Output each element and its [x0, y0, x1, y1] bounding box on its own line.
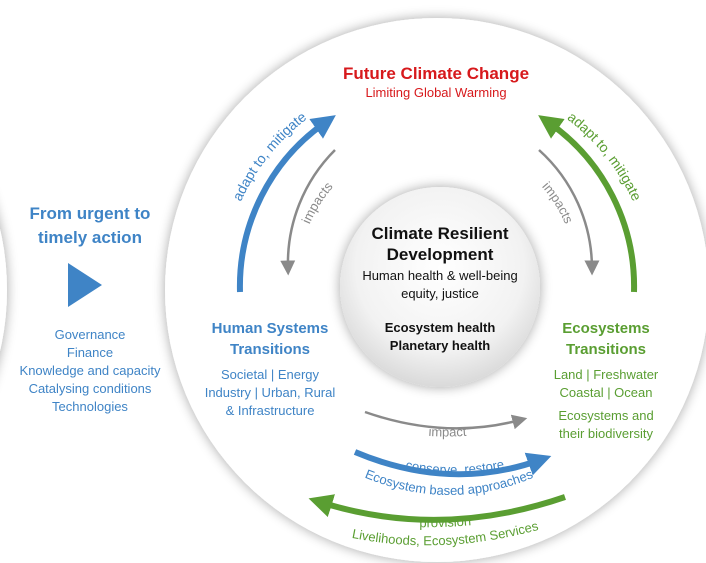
- human-title: Transitions: [230, 341, 310, 358]
- eco-line: Ecosystems and: [558, 408, 653, 423]
- action-item: Knowledge and capacity: [20, 363, 161, 378]
- side-circle: [0, 228, 7, 352]
- arrow-impact: [364, 410, 528, 430]
- action-heading: timely action: [38, 228, 142, 247]
- arrow-label-text: conserve, restore: [404, 456, 505, 477]
- arrow-label: conserve, restore: [404, 456, 505, 477]
- center-title: Development: [387, 245, 494, 264]
- title: Future Climate Change: [343, 64, 529, 83]
- center-health: Planetary health: [390, 338, 490, 353]
- subtitle: Limiting Global Warming: [365, 85, 506, 100]
- arrow-label: provision: [419, 513, 471, 530]
- center-line: equity, justice: [401, 286, 479, 301]
- arrow-conserve: [353, 449, 552, 478]
- inner-circle: [340, 187, 540, 387]
- action-item: Technologies: [52, 399, 128, 414]
- human-line: Industry | Urban, Rural: [205, 385, 336, 400]
- arrow-label: impact: [428, 424, 467, 440]
- action-item: Governance: [55, 327, 126, 342]
- arrow-left: [236, 115, 336, 293]
- arrow-impacts-left: [280, 149, 336, 276]
- action-heading: From urgent to: [30, 204, 151, 223]
- center-line: Human health & well-being: [362, 268, 517, 283]
- arrow-impacts-right: [538, 149, 600, 276]
- eco-line: their biodiversity: [559, 426, 653, 441]
- eco-title: Transitions: [566, 341, 646, 358]
- arrow-label-text: provision: [419, 513, 471, 530]
- eco-line: Land | Freshwater: [554, 367, 659, 382]
- arrow-label-text: impact: [428, 424, 467, 440]
- eco-title: Ecosystems: [562, 320, 650, 337]
- human-line: Societal | Energy: [221, 367, 320, 382]
- eco-line: Coastal | Ocean: [560, 385, 653, 400]
- action-item: Catalysing conditions: [29, 381, 152, 396]
- center-health: Ecosystem health: [385, 320, 496, 335]
- action-item: Finance: [67, 345, 113, 360]
- play-triangle: [68, 263, 102, 307]
- human-line: & Infrastructure: [226, 403, 315, 418]
- human-title: Human Systems: [212, 320, 329, 337]
- center-title: Climate Resilient: [372, 224, 509, 243]
- arrow-provision: [308, 494, 566, 523]
- arrow-right: [538, 115, 638, 293]
